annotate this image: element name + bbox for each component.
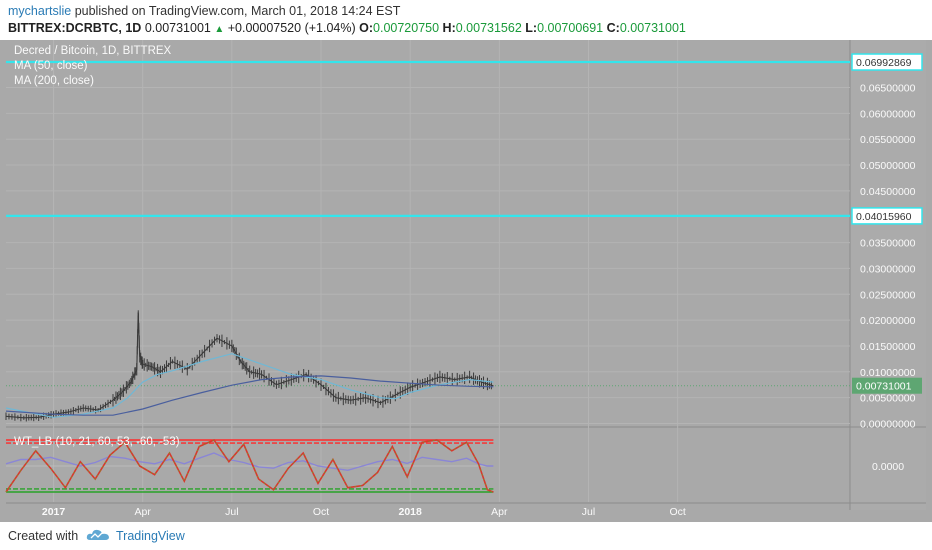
chart-canvas[interactable]: 0.06992869 0.04015960 0.00731001 0.0650000… [0, 40, 932, 522]
price-series [5, 310, 494, 422]
horizontal-line-label: 0.04015960 [856, 211, 912, 223]
osc-tick-label: 0.0000 [872, 461, 904, 473]
high-value: 0.00731562 [455, 21, 522, 35]
low-value: 0.00700691 [537, 21, 604, 35]
last-price-label-bg [852, 377, 922, 394]
open-label: O: [359, 21, 374, 35]
series-ma200-line [5, 375, 494, 416]
price-tick-label: 0.06000000 [860, 108, 916, 120]
horizontal-lines[interactable]: 0.06992869 0.04015960 0.00731001 [6, 53, 923, 394]
legend-ma200[interactable]: MA (200, close) [14, 75, 94, 87]
legend-ma50[interactable]: MA (50, close) [14, 60, 88, 72]
series-close-line [5, 312, 494, 419]
tradingview-cloud-icon [86, 529, 109, 540]
time-tick-label: Jul [582, 506, 595, 518]
price-tick-label: 0.04500000 [860, 186, 916, 198]
price-pane-bg [6, 40, 850, 426]
author-link[interactable]: mychartslie [8, 4, 72, 18]
change: +0.00007520 (+1.04%) [227, 21, 356, 35]
quote-line: BITTREX:DCRBTC, 1D 0.00731001 ▲ +0.00007… [8, 21, 686, 35]
time-tick-label: Oct [669, 506, 685, 518]
horizontal-line-label: 0.06992869 [856, 57, 912, 69]
time-tick-label: 2018 [398, 506, 422, 518]
price-tick-label: 0.05000000 [860, 160, 916, 172]
time-tick-label: Oct [313, 506, 329, 518]
close-label: C: [606, 21, 620, 35]
legend-title: Decred / Bitcoin, 1D, BITTREX [14, 45, 172, 57]
footer: Created with TradingView [0, 522, 932, 550]
price-axis-ticks: 0.06500000 0.06000000 0.05500000 0.05000000… [860, 83, 916, 474]
price-axis-bg [850, 40, 926, 510]
change-arrow-icon: ▲ [214, 24, 225, 35]
time-tick-label: Apr [135, 506, 152, 518]
price-tick-label: 0.03500000 [860, 238, 916, 250]
low-label: L: [525, 21, 538, 35]
symbol[interactable]: BITTREX:DCRBTC, 1D [8, 21, 142, 35]
osc-wt2-line [5, 452, 494, 472]
time-tick-label: Apr [491, 506, 508, 518]
last-price-label: 0.00731001 [856, 381, 912, 393]
legend-indicator[interactable]: WT_LB (10, 21, 60, 53, -60, -53) [14, 436, 180, 448]
header: mychartslie published on TradingView.com… [0, 0, 932, 40]
time-axis-ticks: 2017 Apr Jul Oct 2018 Apr Jul Oct [42, 506, 686, 518]
series-ma50-line [5, 353, 494, 418]
publish-line: mychartslie published on TradingView.com… [8, 4, 400, 18]
price-tick-label: 0.02500000 [860, 289, 916, 301]
price-tick-label: 0.06500000 [860, 83, 916, 95]
oscillator [5, 439, 494, 493]
time-tick-label: 2017 [42, 506, 66, 518]
high-label: H: [442, 21, 456, 35]
close-value: 0.00731001 [619, 21, 686, 35]
price-tick-label: 0.05500000 [860, 134, 916, 146]
price-tick-label: 0.03000000 [860, 263, 916, 275]
horizontal-line-label-bg [851, 207, 923, 225]
price-tick-label: 0.00500000 [860, 393, 916, 405]
price-tick-label: 0.00000000 [860, 419, 916, 431]
price-tick-label: 0.01000000 [860, 367, 916, 379]
time-tick-label: Jul [225, 506, 238, 518]
published-text: published on TradingView.com, March 01, … [74, 4, 401, 18]
grid [6, 40, 850, 502]
price-tick-label: 0.02000000 [860, 315, 916, 327]
last-price: 0.00731001 [144, 21, 211, 35]
tradingview-brand[interactable]: TradingView [116, 529, 185, 543]
osc-wt1-line [5, 439, 494, 493]
price-tick-label: 0.01500000 [860, 341, 916, 353]
created-with-text: Created with [8, 529, 79, 543]
horizontal-line-label-bg [851, 53, 923, 71]
open-value: 0.00720750 [373, 21, 440, 35]
